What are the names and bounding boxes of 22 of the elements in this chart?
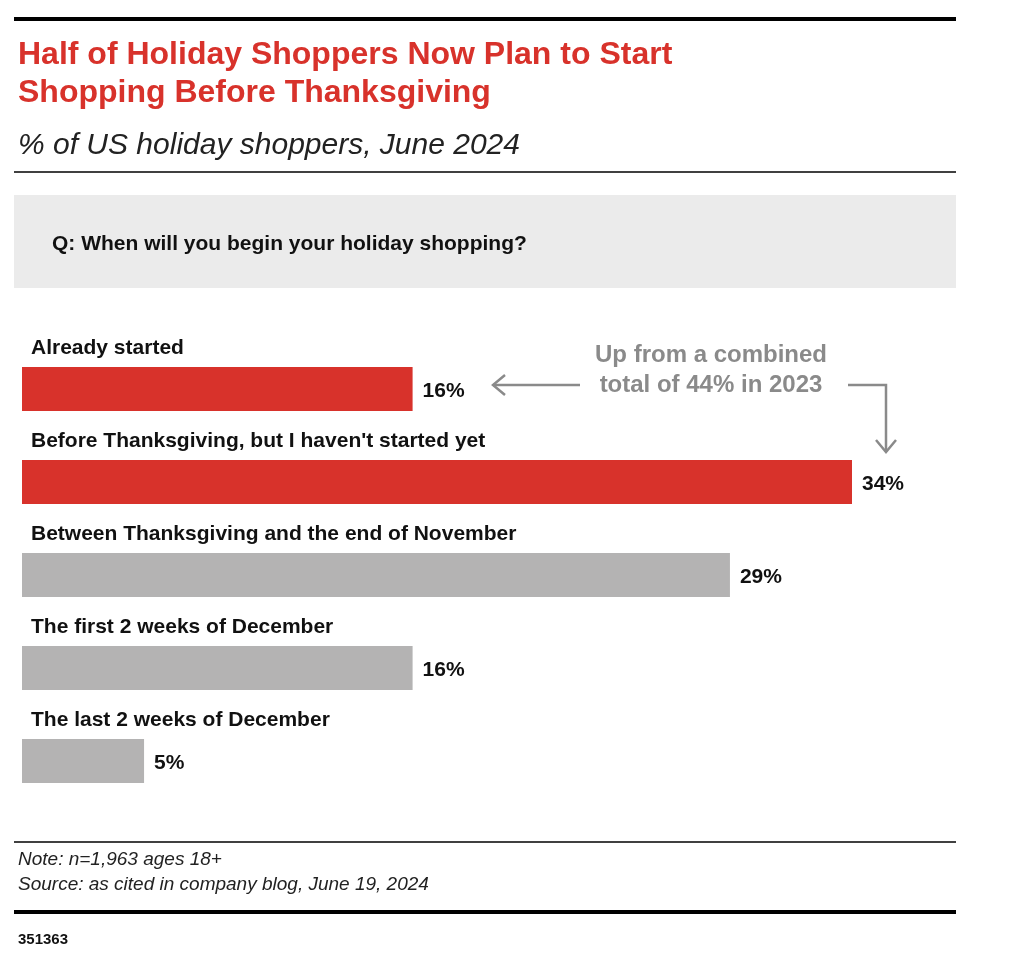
bar	[22, 367, 413, 411]
bar	[22, 739, 145, 783]
y-tick-label: Between Thanksgiving and the end of November	[31, 521, 517, 544]
text: Note: n=1,963 ages 18+	[18, 848, 222, 869]
y-tick-label: The first 2 weeks of December	[31, 614, 334, 637]
y-tick-label: Before Thanksgiving, but I haven't started yet	[31, 428, 486, 451]
data-label: 5%	[154, 750, 185, 773]
data-label: 16%	[422, 657, 465, 680]
source-note: Source: as cited in company blog, June 19, 2024	[18, 873, 429, 894]
chart-subtitle: % of US holiday shoppers, June 2024	[18, 127, 520, 160]
bar	[22, 460, 852, 504]
text: 351363	[18, 930, 69, 947]
y-tick-label: The last 2 weeks of December	[31, 707, 330, 730]
y-tick-label: Already started	[31, 335, 184, 358]
bar	[22, 646, 413, 690]
chart-title: Half of Holiday Shoppers Now Plan to Start Shopping Before Thanksgiving	[18, 35, 673, 109]
annotation: Up from a combined total of 44% in 2023	[594, 340, 828, 397]
data-label: 29%	[739, 564, 783, 587]
data-label: 16%	[422, 378, 465, 401]
data-label: 34%	[862, 471, 905, 494]
text: Q: When will you begin your holiday shopping?	[52, 231, 527, 254]
bar	[22, 553, 730, 597]
